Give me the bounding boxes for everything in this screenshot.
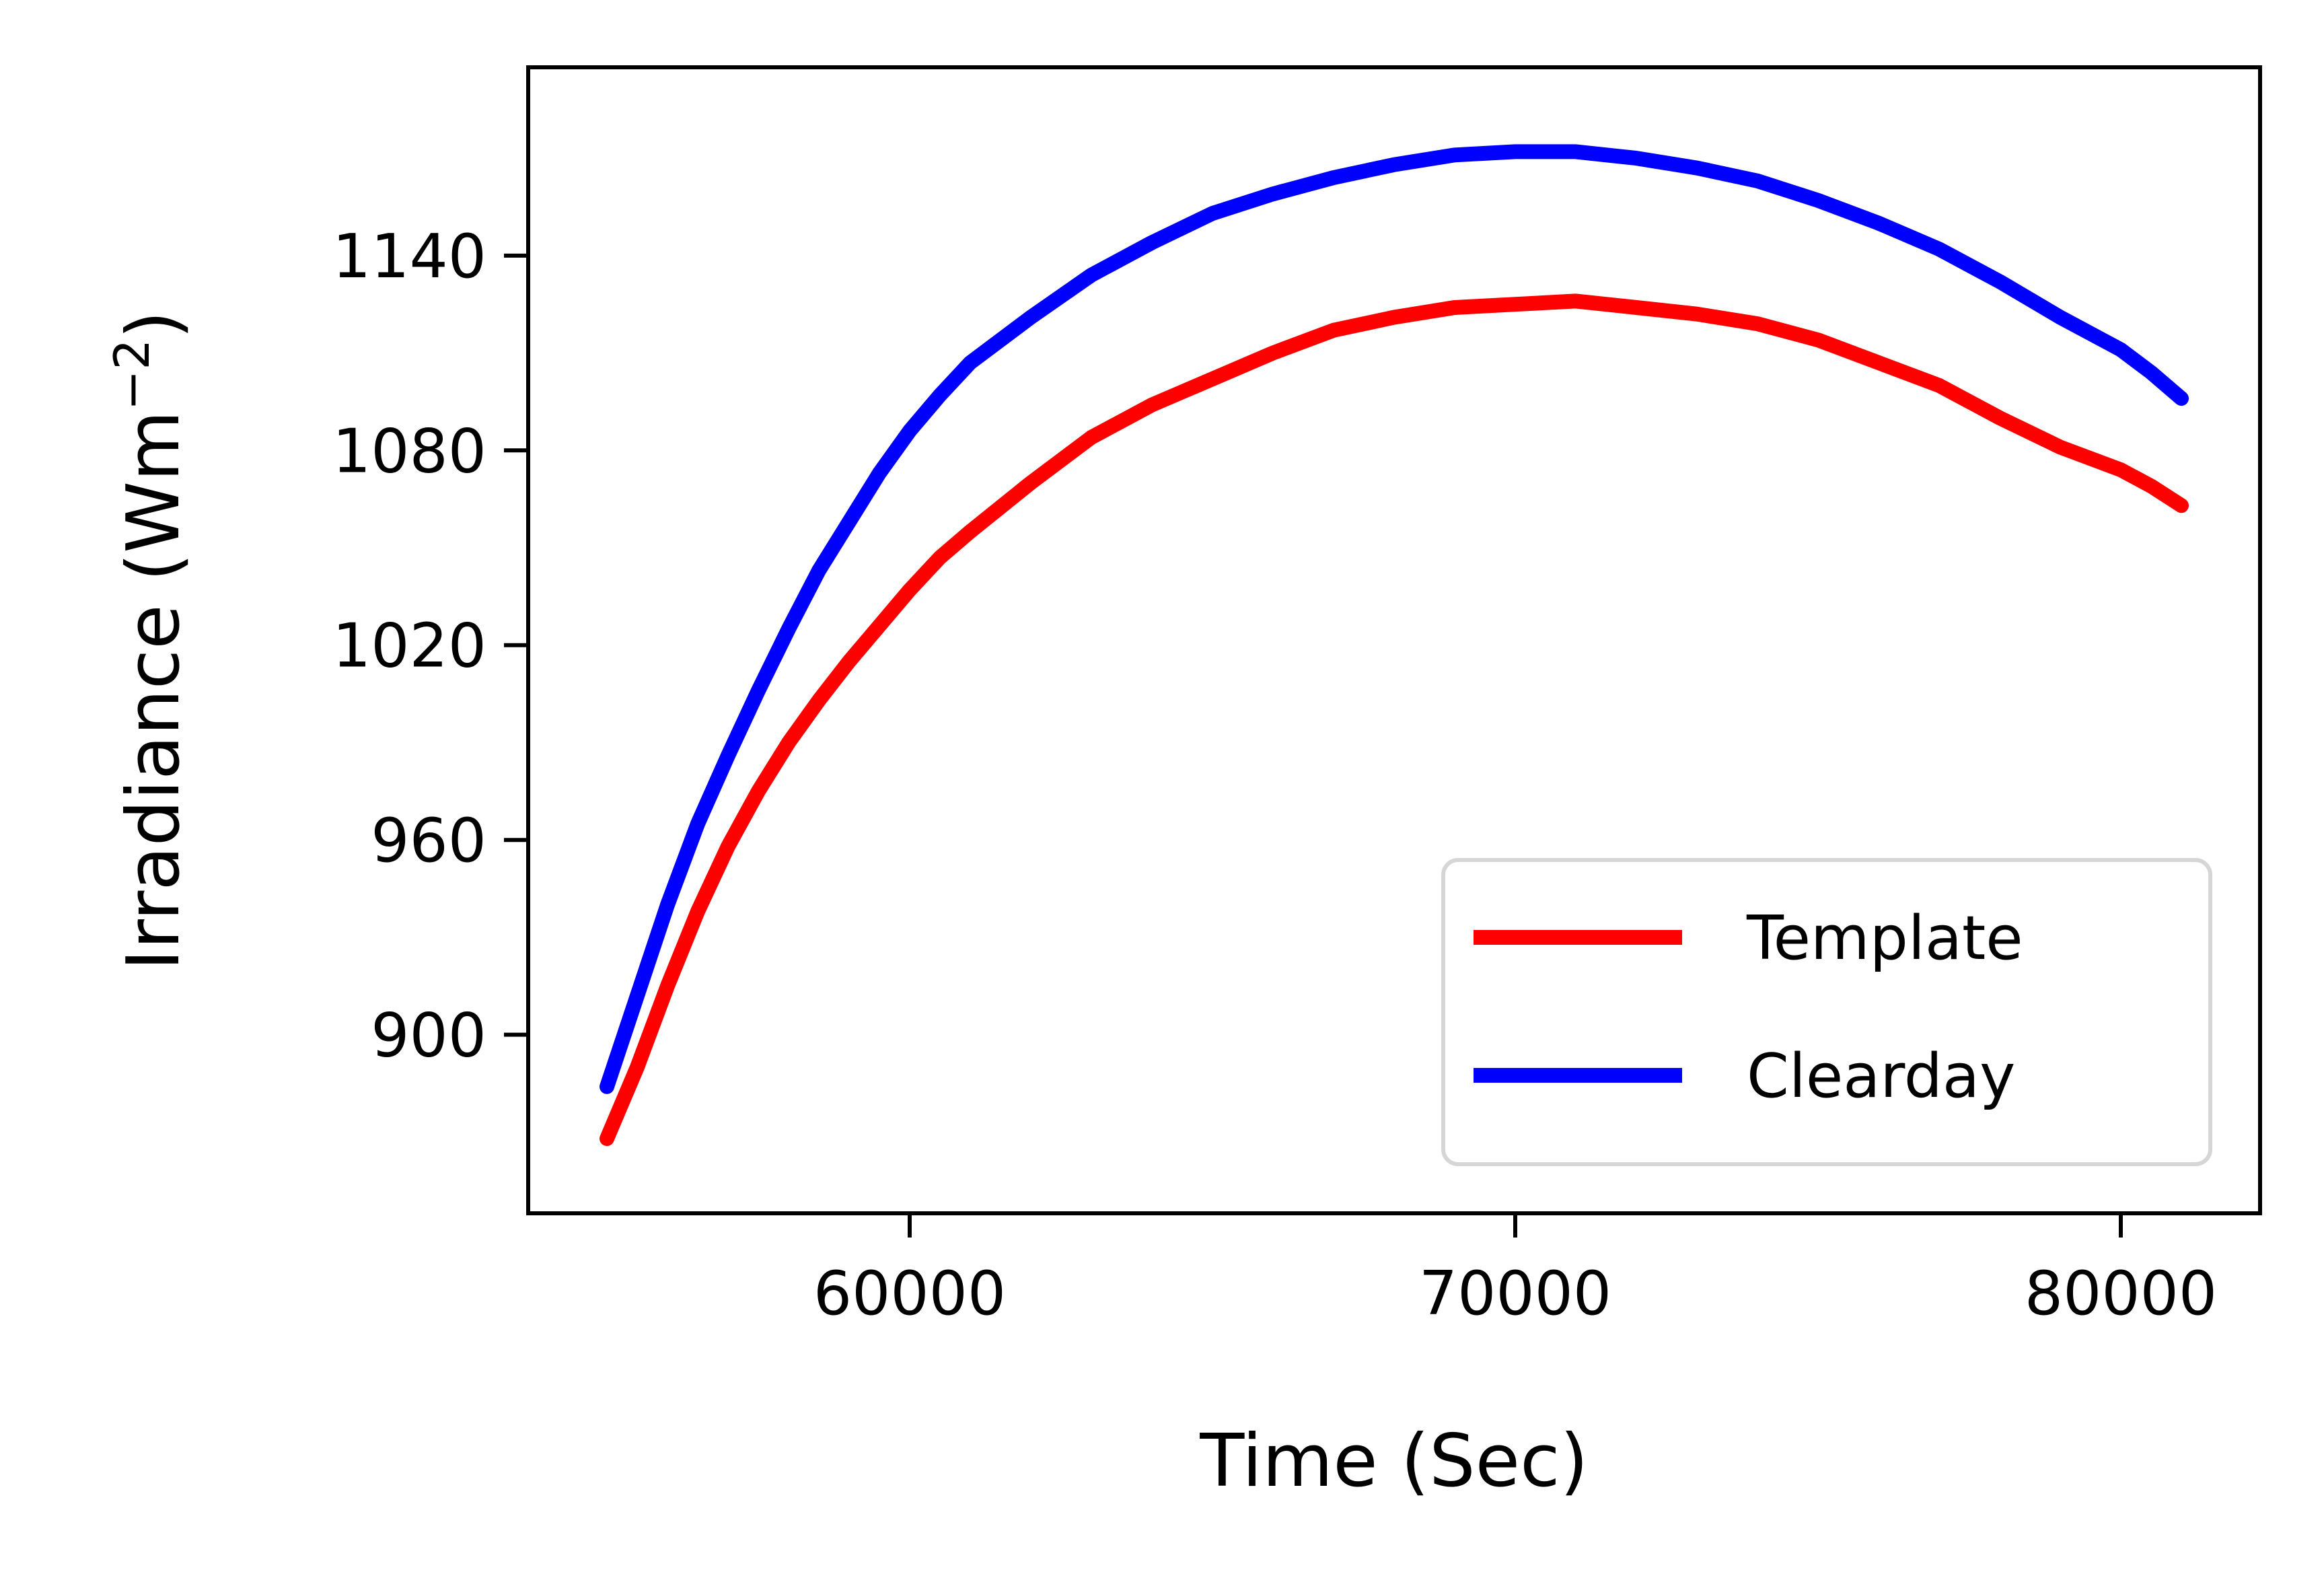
x-axis: 60000 70000 80000 (813, 1213, 2217, 1329)
series-line-clearday (600, 144, 2189, 1094)
x-tick-label-70000: 70000 (1419, 1258, 1611, 1329)
y-axis-title-main: Irradiance (Wm (112, 410, 196, 970)
y-tick-label-960: 960 (371, 805, 486, 876)
y-axis: 900 960 1020 1080 1140 (332, 221, 528, 1071)
x-tick-label-60000: 60000 (813, 1258, 1006, 1329)
x-tick-label-80000: 80000 (2025, 1258, 2217, 1329)
y-tick-label-1140: 1140 (332, 221, 486, 292)
y-tick-label-1020: 1020 (332, 611, 486, 682)
y-tick-label-900: 900 (371, 1001, 486, 1071)
legend-label-clearday: Clearday (1747, 1041, 2015, 1112)
legend-label-template: Template (1746, 903, 2023, 974)
y-axis-title: Irradiance (Wm−2) (104, 311, 196, 971)
series-layer (600, 144, 2189, 1146)
x-axis-title: Time (Sec) (1199, 1419, 1588, 1503)
plot-frame (526, 65, 2262, 1215)
series-line-template (600, 293, 2189, 1146)
y-axis-title-superscript: −2 (104, 339, 160, 410)
y-tick-label-1080: 1080 (332, 416, 486, 487)
legend: Template Clearday (1441, 858, 2212, 1166)
y-axis-title-close: ) (112, 311, 196, 339)
